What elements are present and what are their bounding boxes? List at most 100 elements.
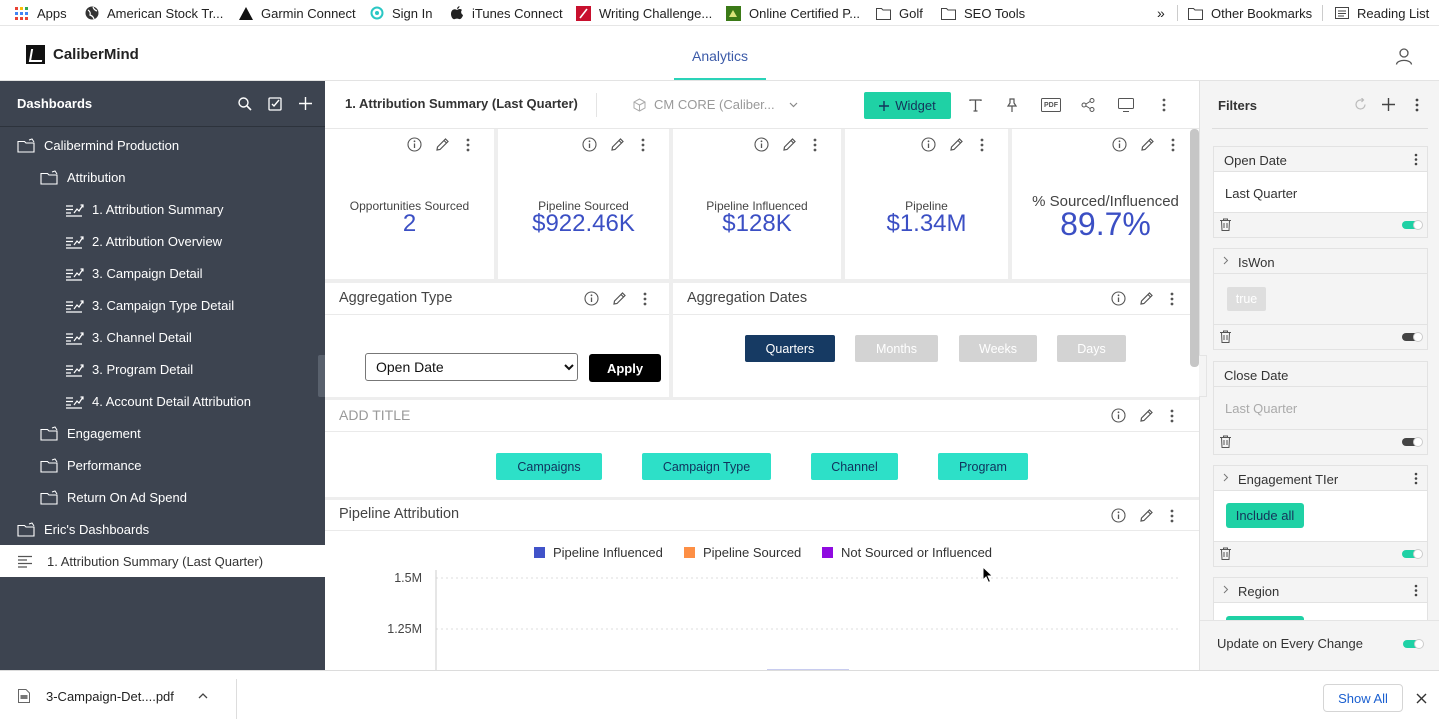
edit-icon[interactable] (1137, 408, 1155, 423)
more-vertical-icon[interactable] (1155, 96, 1173, 114)
edit-icon[interactable] (1138, 137, 1156, 152)
sidebar-folder[interactable]: Performance (0, 449, 141, 481)
filter-header[interactable]: IsWon (1214, 249, 1427, 274)
bookmark-online-certified[interactable]: Online Certified P... (726, 0, 860, 26)
edit-icon[interactable] (608, 137, 626, 152)
close-icon[interactable] (1416, 693, 1427, 704)
info-icon[interactable] (582, 291, 600, 306)
trash-icon[interactable] (1220, 218, 1231, 231)
calibermind-logo[interactable]: CaliberMind (26, 45, 139, 64)
widget-title[interactable]: ADD TITLE (339, 407, 410, 423)
filters-collapse-handle[interactable] (1199, 355, 1207, 397)
add-icon[interactable] (290, 97, 320, 111)
edit-icon[interactable] (947, 137, 965, 152)
weeks-button[interactable]: Weeks (959, 335, 1037, 362)
filter-toggle[interactable] (1402, 333, 1422, 341)
bookmark-itunes[interactable]: iTunes Connect (449, 0, 563, 26)
more-vertical-icon[interactable] (1165, 292, 1179, 306)
bookmark-other[interactable]: Other Bookmarks (1188, 0, 1312, 26)
add-filter-icon[interactable] (1382, 98, 1395, 111)
sidebar-dashboard-item[interactable]: 1. Attribution Summary (0, 193, 224, 225)
months-button[interactable]: Months (855, 335, 938, 362)
more-vertical-icon[interactable] (1414, 472, 1418, 485)
trash-icon[interactable] (1220, 330, 1231, 343)
edit-icon[interactable] (1137, 291, 1155, 306)
refresh-icon[interactable] (1354, 98, 1367, 111)
info-icon[interactable] (752, 137, 770, 152)
sidebar-folder[interactable]: Eric's Dashboards (0, 513, 149, 545)
monitor-icon[interactable] (1117, 96, 1135, 114)
more-vertical-icon[interactable] (1165, 409, 1179, 423)
more-vertical-icon[interactable] (975, 138, 989, 152)
edit-icon[interactable] (433, 137, 451, 152)
more-vertical-icon[interactable] (1415, 98, 1419, 112)
info-icon[interactable] (1109, 508, 1127, 523)
canvas-scrollbar[interactable] (1190, 129, 1199, 367)
sidebar-dashboard-item[interactable]: 3. Program Detail (0, 353, 193, 385)
filter-toggle[interactable] (1402, 438, 1422, 446)
sidebar-dashboard-item[interactable]: 1. Attribution Summary (Last Quarter) (0, 545, 325, 577)
bookmark-seo-tools[interactable]: SEO Tools (941, 0, 1025, 26)
more-vertical-icon[interactable] (636, 138, 650, 152)
apply-button[interactable]: Apply (589, 354, 661, 382)
bookmark-writing-challenge[interactable]: Writing Challenge... (576, 0, 712, 26)
info-icon[interactable] (1109, 408, 1127, 423)
search-icon[interactable] (230, 97, 260, 111)
text-icon[interactable] (966, 96, 984, 114)
filter-value-chip[interactable]: Include all (1226, 503, 1304, 528)
bookmark-apps[interactable]: Apps (14, 0, 67, 26)
more-vertical-icon[interactable] (461, 138, 475, 152)
quarters-button[interactable]: Quarters (745, 335, 835, 362)
edit-icon[interactable] (610, 291, 628, 306)
bookmarks-overflow-button[interactable]: » (1157, 0, 1165, 26)
bookmark-garmin[interactable]: Garmin Connect (238, 0, 356, 26)
more-vertical-icon[interactable] (638, 292, 652, 306)
sidebar-collapse-handle[interactable] (318, 355, 325, 397)
edit-icon[interactable] (780, 137, 798, 152)
days-button[interactable]: Days (1057, 335, 1126, 362)
sidebar-folder[interactable]: Calibermind Production (0, 129, 179, 161)
trash-icon[interactable] (1220, 547, 1231, 560)
bookmark-sign-in[interactable]: Sign In (369, 0, 432, 26)
filter-value-chip[interactable]: true (1227, 287, 1266, 311)
sidebar-dashboard-item[interactable]: 2. Attribution Overview (0, 225, 222, 257)
add-widget-button[interactable]: Widget (864, 92, 951, 119)
more-vertical-icon[interactable] (1165, 509, 1179, 523)
filter-value[interactable]: Last Quarter (1225, 186, 1297, 201)
user-icon[interactable] (1395, 47, 1413, 65)
tab-analytics[interactable]: Analytics (674, 27, 766, 80)
sidebar-folder[interactable]: Return On Ad Spend (0, 481, 187, 513)
bookmark-golf[interactable]: Golf (876, 0, 923, 26)
more-vertical-icon[interactable] (1166, 138, 1180, 152)
filter-header[interactable]: Open Date (1214, 147, 1427, 172)
sidebar-dashboard-item[interactable]: 3. Campaign Detail (0, 257, 203, 289)
filter-header[interactable]: Engagement TIer (1214, 466, 1427, 491)
datasource-select[interactable]: CM CORE (Caliber... (633, 97, 798, 112)
sidebar-folder[interactable]: Attribution (0, 161, 126, 193)
campaign-type-button[interactable]: Campaign Type (642, 453, 771, 480)
info-icon[interactable] (405, 137, 423, 152)
campaigns-button[interactable]: Campaigns (496, 453, 602, 480)
more-vertical-icon[interactable] (1414, 584, 1418, 597)
more-vertical-icon[interactable] (1414, 153, 1418, 166)
chevron-up-icon[interactable] (198, 693, 208, 699)
trash-icon[interactable] (1220, 435, 1231, 448)
sidebar-dashboard-item[interactable]: 3. Channel Detail (0, 321, 192, 353)
filter-header[interactable]: Close Date (1214, 362, 1427, 387)
sidebar-dashboard-item[interactable]: 3. Campaign Type Detail (0, 289, 234, 321)
sidebar-dashboard-item[interactable]: 4. Account Detail Attribution (0, 385, 251, 417)
share-icon[interactable] (1079, 96, 1097, 114)
info-icon[interactable] (919, 137, 937, 152)
checklist-icon[interactable] (260, 97, 290, 111)
filter-pin-icon[interactable] (1003, 96, 1021, 114)
channel-button[interactable]: Channel (811, 453, 898, 480)
filter-value[interactable]: Last Quarter (1225, 401, 1297, 416)
sidebar-folder[interactable]: Engagement (0, 417, 141, 449)
download-item[interactable]: 3-Campaign-Det....pdf (18, 671, 208, 721)
filter-header[interactable]: Region (1214, 578, 1427, 603)
aggregation-type-select[interactable]: Open Date (365, 353, 578, 381)
reading-list-button[interactable]: Reading List (1334, 0, 1429, 26)
filter-toggle[interactable] (1402, 221, 1422, 229)
show-all-downloads-button[interactable]: Show All (1323, 684, 1403, 712)
info-icon[interactable] (580, 137, 598, 152)
